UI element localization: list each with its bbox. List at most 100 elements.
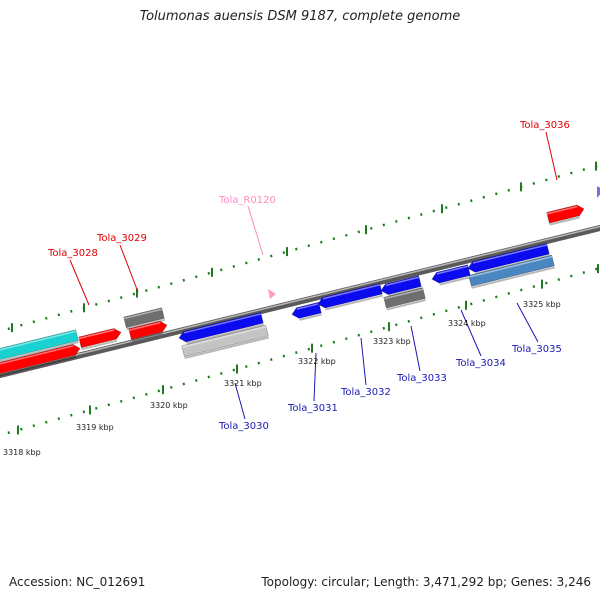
label-leader-line (360, 337, 367, 386)
minor-tick (457, 305, 461, 309)
gene-block-lightgrey (181, 324, 269, 360)
minor-tick (20, 427, 23, 431)
minor-tick (270, 254, 273, 258)
minor-tick (445, 206, 448, 210)
minor-tick (332, 340, 336, 344)
label-leader-line (119, 244, 139, 293)
minor-tick (370, 330, 373, 334)
gene-label: Tola_3033 (396, 373, 447, 384)
minor-tick (295, 351, 298, 355)
genome-backbone (0, 224, 600, 379)
scale-label: 3320 kbp (150, 401, 188, 410)
minor-tick (145, 392, 148, 396)
minor-tick (432, 312, 436, 316)
scale-ticks (7, 161, 599, 435)
gene-block-tola-3028 (0, 344, 81, 378)
minor-tick (445, 309, 448, 313)
minor-tick (132, 396, 136, 400)
minor-tick (507, 188, 511, 192)
minor-tick (532, 181, 536, 185)
minor-tick (32, 424, 36, 428)
minor-tick (45, 420, 48, 424)
minor-tick (495, 192, 498, 196)
minor-tick (195, 379, 198, 382)
minor-tick (357, 333, 361, 337)
minor-tick (420, 213, 423, 216)
minor-tick (545, 178, 548, 182)
gene-block-tola-3033 (383, 287, 426, 311)
gene-block-tola-3031 (291, 301, 322, 321)
scale-label: 3324 kbp (448, 319, 486, 328)
label-leader-line (247, 205, 264, 256)
minor-tick (470, 199, 473, 203)
minor-tick (482, 298, 486, 302)
gene-block-blue (467, 243, 550, 275)
minor-tick (220, 268, 223, 272)
gene-block-cyan (0, 329, 79, 364)
minor-tick (482, 195, 486, 199)
label-leader-line (69, 259, 90, 306)
minor-tick (432, 209, 436, 213)
minor-tick (220, 372, 223, 375)
minor-tick (382, 223, 386, 227)
minor-tick (45, 316, 48, 320)
minor-tick (257, 258, 261, 261)
minor-tick (320, 240, 323, 244)
gene-block-tola-3036 (546, 204, 585, 226)
scale-label: 3319 kbp (76, 423, 114, 432)
gene-block-tola-3034 (431, 264, 471, 286)
minor-tick (245, 261, 248, 265)
genome-backbone-highlight (0, 225, 600, 375)
minor-tick (582, 168, 586, 172)
minor-tick (7, 431, 11, 435)
minor-tick (107, 299, 111, 303)
minor-tick (545, 281, 548, 285)
gene-label: Tola_3036 (519, 120, 570, 131)
minor-tick (95, 406, 98, 410)
minor-tick (170, 385, 173, 389)
gene-block-tola-3033-upper (380, 275, 422, 298)
scale-label: 3323 kbp (373, 337, 411, 346)
minor-tick (70, 309, 73, 313)
gene-block-tola-3032 (317, 282, 383, 311)
label-leader-line (545, 131, 558, 181)
minor-tick (232, 264, 236, 268)
gene-label: Tola_R0120 (218, 195, 276, 206)
label-leader-lines (69, 131, 558, 420)
gene-block-grey (123, 307, 165, 331)
scale-label: 3325 kbp (523, 300, 561, 309)
minor-tick (82, 410, 86, 414)
gene-label: Tola_3035 (511, 344, 562, 355)
genome-summary-text: Topology: circular; Length: 3,471,292 bp… (261, 575, 591, 589)
minor-tick (557, 175, 561, 178)
minor-tick (120, 296, 123, 299)
minor-tick (182, 382, 186, 386)
minor-tick (407, 216, 411, 220)
minor-tick (182, 278, 186, 282)
minor-tick (32, 320, 36, 324)
scale-label: 3318 kbp (3, 448, 41, 457)
minor-tick (382, 326, 386, 330)
minor-tick (20, 323, 23, 327)
minor-tick (282, 354, 286, 358)
minor-tick (470, 302, 473, 306)
gene-block-tola-3029 (128, 320, 168, 343)
minor-tick (570, 274, 573, 278)
minor-tick (157, 389, 161, 393)
minor-tick (570, 171, 573, 175)
minor-tick (70, 413, 73, 417)
minor-tick (232, 368, 236, 372)
minor-tick (257, 361, 261, 365)
minor-tick (395, 219, 398, 223)
minor-tick (132, 292, 136, 296)
minor-tick (107, 403, 111, 407)
map-title: Tolumonas auensis DSM 9187, complete gen… (139, 9, 461, 24)
gene-block-tola-3030 (178, 312, 264, 345)
minor-tick (407, 319, 411, 323)
minor-tick (95, 302, 98, 306)
minor-tick (57, 417, 61, 421)
minor-tick (307, 244, 311, 248)
feature-layer (0, 186, 600, 378)
minor-tick (207, 375, 211, 379)
minor-tick (207, 271, 211, 275)
